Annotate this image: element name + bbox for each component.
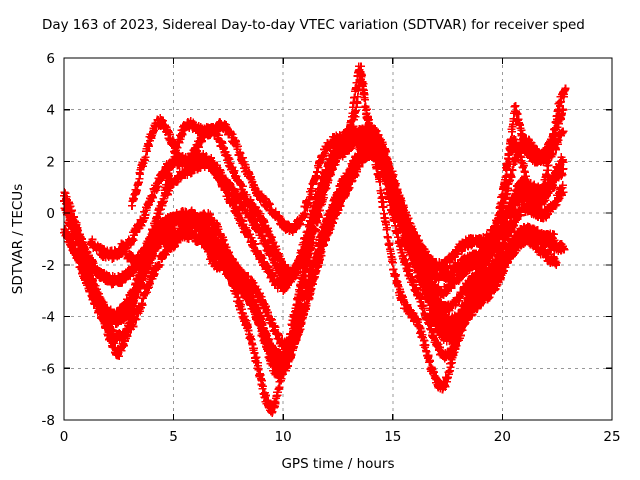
- y-tick-label: -8: [42, 413, 55, 429]
- x-tick-label: 5: [169, 429, 178, 445]
- y-tick-label: 2: [46, 154, 55, 170]
- x-axis-title: GPS time / hours: [281, 456, 394, 472]
- y-tick-label: 4: [46, 103, 55, 119]
- x-tick-label: 20: [494, 429, 511, 445]
- axis-frame: [63, 57, 613, 421]
- data-markers: [60, 62, 570, 417]
- y-tick-label: -4: [42, 310, 55, 326]
- y-tick-label: -6: [42, 361, 55, 377]
- page-title: Day 163 of 2023, Sidereal Day-to-day VTE…: [42, 17, 585, 33]
- y-tick-label: 0: [46, 206, 55, 222]
- y-tick-label: 6: [46, 51, 55, 67]
- x-tick-label: 10: [275, 429, 292, 445]
- y-tick-label: -2: [42, 258, 55, 274]
- y-axis-title: SDTVAR / TECUs: [10, 184, 26, 294]
- axis-ticks: [63, 57, 613, 421]
- x-tick-label: 15: [384, 429, 401, 445]
- x-tick-labels: 0 5 10 15 20 25: [60, 429, 621, 445]
- x-tick-label: 25: [603, 429, 620, 445]
- x-tick-label: 0: [60, 429, 69, 445]
- y-tick-labels: -8 -6 -4 -2 0 2 4 6: [42, 51, 55, 429]
